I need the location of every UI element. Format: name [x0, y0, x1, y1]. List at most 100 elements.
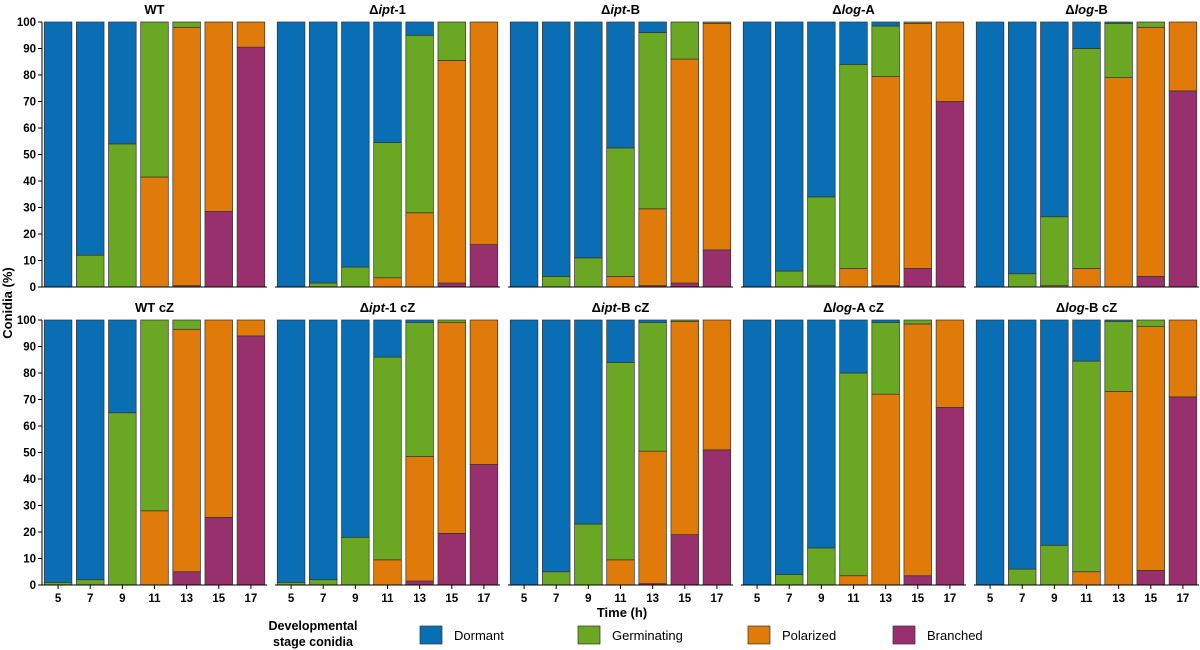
bar-segment-germinating	[1040, 216, 1069, 287]
panel-title: WT	[144, 2, 164, 17]
bar-segment-polarized	[839, 268, 868, 288]
bar-segment-dormant	[108, 21, 137, 145]
bar-segment-germinating	[606, 362, 635, 561]
x-tick-label: 7	[1019, 593, 1025, 605]
x-tick-label: 5	[288, 593, 295, 605]
x-tick-label: 9	[119, 593, 125, 605]
bar-segment-germinating	[606, 147, 635, 277]
bar-segment-branched	[1136, 570, 1165, 586]
bar-segment-branched	[935, 101, 965, 288]
bar-segment-germinating	[871, 322, 900, 395]
y-tick-label: 0	[30, 580, 36, 592]
x-tick-label: 7	[553, 593, 559, 605]
x-tick-label: 5	[55, 593, 62, 605]
panel-title: Δlog-A cZ	[823, 300, 884, 315]
bar-segment-dormant	[108, 319, 137, 414]
x-tick-label: 13	[413, 593, 426, 605]
bar-segment-dormant	[509, 21, 539, 288]
bar-segment-dormant	[574, 21, 603, 259]
bar-segment-dormant	[638, 21, 667, 33]
legend-label-branched: Branched	[927, 628, 983, 643]
bar-segment-polarized	[236, 21, 266, 48]
bar-segment-dormant	[1104, 21, 1133, 24]
bar-segment-germinating	[1104, 320, 1133, 392]
panel-title: Δlog-B cZ	[1056, 300, 1117, 315]
x-tick-label: 9	[818, 593, 824, 605]
bar-segment-polarized	[1104, 391, 1133, 586]
bar-segment-polarized	[1136, 26, 1165, 277]
y-tick-label: 50	[23, 448, 36, 460]
bar-segment-germinating	[1072, 48, 1101, 269]
bar-segment-germinating	[437, 21, 466, 61]
bar-segment-germinating	[638, 32, 667, 210]
bar-segment-germinating	[807, 196, 836, 287]
legend-swatch-branched	[892, 625, 916, 645]
bar-segment-germinating	[405, 34, 434, 214]
legend-label-dormant: Dormant	[454, 628, 504, 643]
bar-segment-germinating	[309, 282, 338, 288]
bar-segment-germinating	[903, 319, 932, 325]
bar-segment-branched	[903, 575, 932, 586]
y-tick-label: 30	[23, 203, 36, 215]
bar-segment-germinating	[373, 142, 402, 279]
bar-segment-branched	[405, 580, 434, 586]
chart-panel: WT 0 10 20 30 40 50 60 70 80 90 100	[17, 2, 267, 294]
y-tick-label: 90	[23, 44, 36, 56]
bar-segment-germinating	[574, 257, 603, 288]
legend-label-germinating: Germinating	[612, 628, 683, 643]
bar-segment-dormant	[839, 319, 868, 374]
bar-segment-polarized	[1136, 326, 1165, 571]
bar-segment-dormant	[276, 319, 306, 583]
x-tick-label: 9	[585, 593, 591, 605]
bar-segment-polarized	[405, 456, 434, 582]
bar-segment-polarized	[140, 510, 169, 586]
y-tick-label: 10	[23, 554, 36, 566]
bar-segment-germinating	[1008, 273, 1037, 288]
bar-segment-polarized	[236, 319, 266, 337]
x-tick-label: 17	[944, 593, 957, 605]
bar-segment-polarized	[606, 276, 635, 288]
x-tick-label: 15	[678, 593, 691, 605]
bar-segment-polarized	[469, 319, 499, 465]
bar-segment-branched	[1168, 396, 1198, 586]
bar-segment-branched	[670, 282, 699, 288]
bar-segment-germinating	[775, 270, 804, 288]
bar-segment-dormant	[405, 319, 434, 324]
bar-segment-germinating	[839, 64, 868, 269]
bar-segment-dormant	[43, 21, 73, 288]
bar-segment-branched	[437, 532, 466, 586]
bar-segment-dormant	[775, 319, 804, 575]
bar-segment-germinating	[775, 574, 804, 586]
bar-segment-germinating	[702, 21, 732, 24]
bar-segment-dormant	[405, 21, 434, 36]
bar-segment-germinating	[108, 412, 137, 586]
bar-segment-dormant	[574, 319, 603, 525]
bar-segment-dormant	[509, 319, 539, 586]
x-tick-label: 13	[879, 593, 892, 605]
x-tick-label: 15	[911, 593, 924, 605]
x-tick-label: 5	[754, 593, 761, 605]
bar-segment-germinating	[172, 21, 201, 28]
bar-segment-polarized	[373, 559, 402, 586]
y-tick-label: 20	[23, 229, 36, 241]
bar-segment-polarized	[935, 21, 965, 102]
x-tick-label: 5	[987, 593, 994, 605]
bar-segment-dormant	[775, 21, 804, 272]
bar-segment-dormant	[1072, 21, 1101, 49]
x-tick-label: 7	[320, 593, 326, 605]
bar-segment-dormant	[871, 319, 900, 324]
x-tick-label: 17	[711, 593, 724, 605]
bar-segment-polarized	[871, 75, 900, 287]
bar-segment-polarized	[1072, 571, 1101, 586]
bar-segment-germinating	[542, 571, 571, 586]
bar-segment-dormant	[341, 21, 370, 268]
bar-segment-germinating	[670, 319, 699, 322]
bar-segment-dormant	[373, 21, 402, 143]
bar-segment-germinating	[1040, 544, 1069, 586]
bar-segment-polarized	[1072, 268, 1101, 288]
legend-items: Dormant Germinating Polarized Branched	[419, 625, 983, 645]
chart-panel: Δipt-B	[508, 2, 733, 288]
bar-segment-polarized	[670, 58, 699, 284]
bar-segment-branched	[204, 517, 233, 586]
